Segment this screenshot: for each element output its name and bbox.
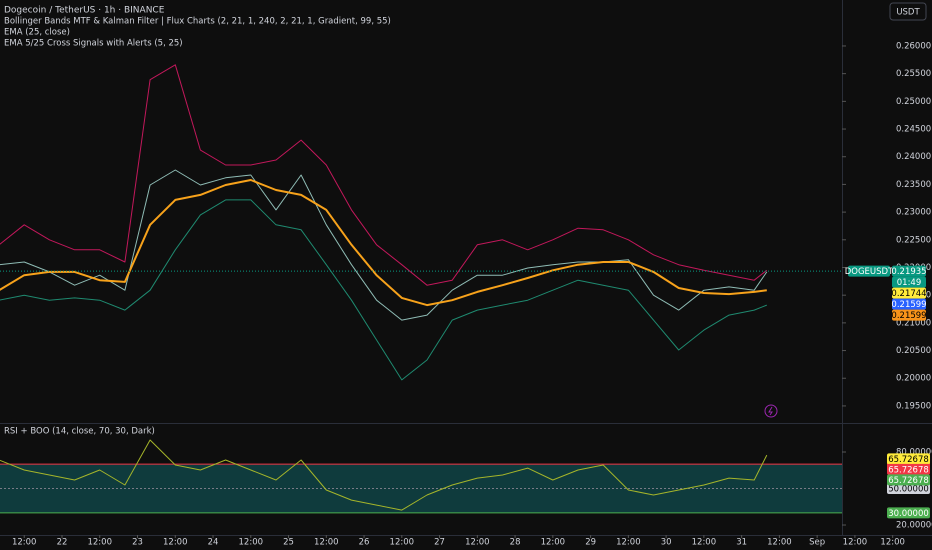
y-tick-label: 0.24500 [896,125,931,135]
x-tick-label: 12:00 [314,538,339,548]
x-tick-label: 12:00 [465,538,490,548]
y-tick-label: 80.00000 [896,448,932,458]
x-tick-label: 12:00 [87,538,112,548]
rsi-badge: 65.72678 [888,455,929,465]
countdown-badge: 01:49 [897,278,922,288]
level-badge-bg [887,507,930,519]
rsi-badge-bg [887,474,930,486]
y-tick-label: 0.23500 [896,180,931,190]
y-tick-label: 0.20500 [896,346,931,356]
x-tick-label: 12:00 [767,538,792,548]
x-tick-label: 12:00 [880,538,905,548]
x-tick-label: 29 [585,538,596,548]
series-line [0,179,767,307]
symbol-title: Dogecoin / TetherUS · 1h · BINANCE [4,6,165,16]
price-badge: 0.21599 [891,311,926,321]
x-tick-label: 24 [208,538,219,548]
countdown-badge-bg [892,276,926,288]
level-badge: 50.00000 [888,485,929,495]
y-tick-label: 0.26000 [896,41,931,51]
indicator-title: EMA 5/25 Cross Signals with Alerts (5, 2… [4,39,183,49]
series-line [0,439,768,511]
price-badge: 0.21599 [891,300,926,310]
x-tick-label: 31 [736,538,747,548]
series-line [0,64,768,286]
y-tick-label: 20.00000 [896,521,932,531]
x-tick-label: 22 [57,538,68,548]
level-badge-bg [887,483,930,495]
price-badge: 0.21744 [891,289,926,299]
rsi-badge-bg [887,463,930,475]
currency-button[interactable] [889,2,927,21]
y-tick-label: 0.20000 [896,374,931,384]
x-tick-label: 12:00 [692,538,717,548]
x-tick-label: 25 [283,538,294,548]
x-tick-label: 26 [359,538,370,548]
y-tick-label: 0.25000 [896,97,931,107]
x-tick-label: 27 [434,538,445,548]
x-tick-label: 12:00 [541,538,566,548]
price-badge-bg [892,309,926,321]
price-badge-bg [892,298,926,310]
alert-icon[interactable] [764,404,778,418]
rsi-badge: 65.72678 [888,476,929,486]
rsi-badge: 65.72678 [888,465,929,475]
symbol-badge-bg [848,265,890,277]
y-tick-label: 0.19500 [896,401,931,411]
y-tick-label: 0.24000 [896,152,931,162]
currency-label[interactable]: USDT [896,8,920,18]
y-tick-label: 0.22500 [896,235,931,245]
x-tick-label: 12:00 [12,538,37,548]
indicator-title: EMA (25, close) [4,28,70,38]
y-tick-label: 0.21000 [896,318,931,328]
x-tick-label: 12:00 [163,538,188,548]
x-tick-label: 12:00 [390,538,415,548]
x-tick-label: 30 [661,538,672,548]
x-tick-label: 12:00 [843,538,868,548]
x-tick-label: 12:00 [616,538,641,548]
symbol-badge: DOGEUSDT [845,267,894,277]
price-badge: 0.21935 [891,267,926,277]
x-tick-label: Sep [809,538,825,548]
rsi-badge-bg [887,453,930,465]
x-tick-label: 12:00 [239,538,264,548]
x-tick-label: 23 [132,538,143,548]
x-tick-label: 28 [510,538,521,548]
y-tick-label: 0.25500 [896,69,931,79]
price-badge-bg [892,287,926,299]
y-tick-label: 0.23000 [896,208,931,218]
rsi-title: RSI + BOO (14, close, 70, 30, Dark) [4,427,155,437]
series-line [0,199,767,381]
alert-bolt [768,406,773,416]
indicator-title: Bollinger Bands MTF & Kalman Filter | Fl… [4,17,391,27]
level-badge: 30.00000 [888,509,929,519]
price-badge-bg [892,265,926,277]
